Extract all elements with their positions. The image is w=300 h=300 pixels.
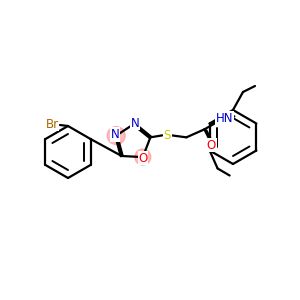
Text: O: O xyxy=(207,139,216,152)
Circle shape xyxy=(107,127,125,145)
Text: N: N xyxy=(130,116,139,130)
Circle shape xyxy=(135,149,151,165)
Text: S: S xyxy=(164,129,171,142)
Text: HN: HN xyxy=(216,112,233,125)
Text: O: O xyxy=(138,152,147,165)
Text: Br: Br xyxy=(45,118,58,130)
Text: N: N xyxy=(111,128,120,141)
